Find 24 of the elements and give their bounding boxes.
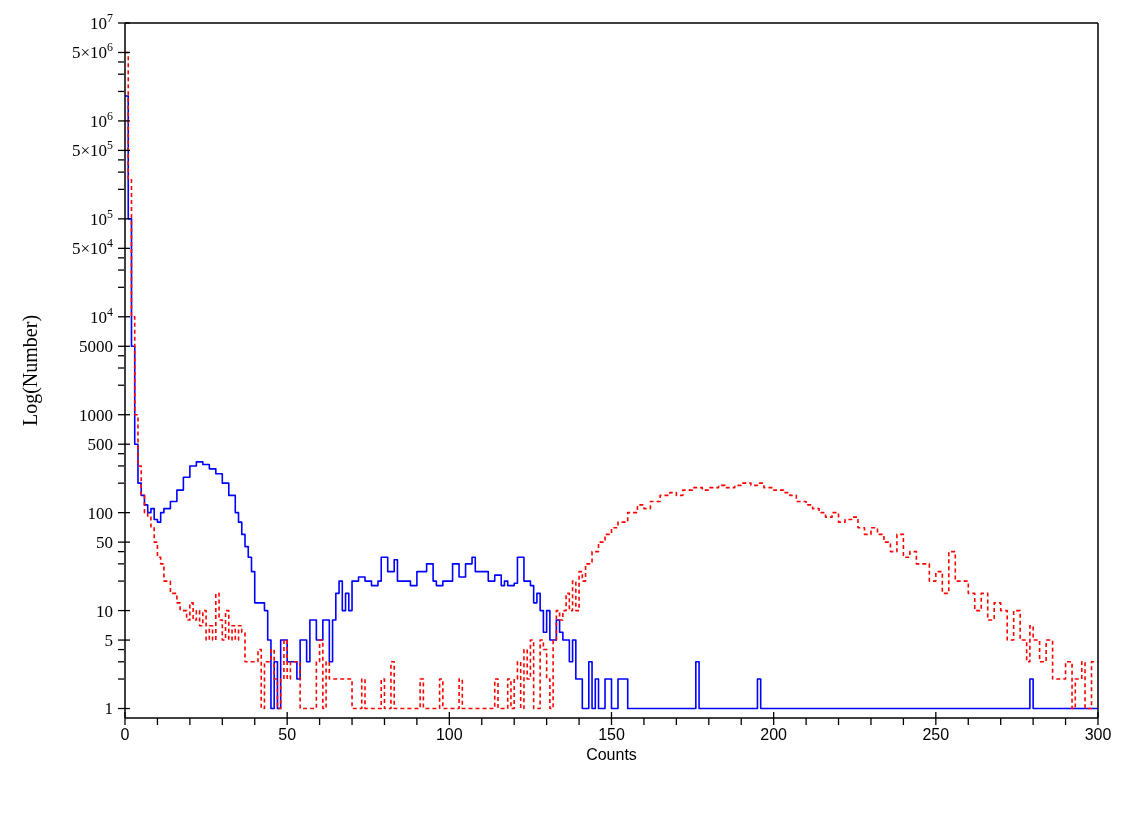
- y-tick-label: 5×10$^{5}$: [71, 138, 114, 161]
- y-tick-label: 10$^{6}$: [90, 108, 114, 131]
- x-tick-label: 100: [435, 726, 463, 743]
- x-tick-label: 250: [922, 726, 950, 743]
- x-tick-label: 0: [120, 726, 130, 743]
- x-axis-title: Counts: [586, 746, 637, 763]
- y-tick-label: 500: [87, 435, 113, 455]
- y-tick-label: 10: [96, 601, 113, 621]
- x-tick-label: 150: [598, 726, 625, 743]
- x-tick-label: 200: [760, 726, 788, 743]
- y-tick-label: 5×10$^{6}$: [71, 40, 114, 63]
- y-tick-label: 1000: [79, 405, 113, 425]
- y-axis-title: Log(Number): [19, 314, 43, 427]
- x-tick-label: 50: [278, 726, 297, 743]
- x-tick-label: 300: [1084, 726, 1112, 743]
- y-tick-label: 5000: [79, 337, 113, 357]
- y-tick-label: 5×10$^{4}$: [71, 236, 114, 259]
- y-tick-label: 10$^{4}$: [90, 304, 114, 327]
- y-tick-label: 10$^{7}$: [90, 10, 114, 33]
- y-tick-label: 100: [87, 503, 113, 523]
- y-tick-label: 50: [96, 533, 113, 553]
- y-tick-label: 10$^{5}$: [90, 206, 114, 229]
- y-tick-label: 5: [104, 631, 113, 651]
- y-tick-label: 1: [104, 699, 113, 719]
